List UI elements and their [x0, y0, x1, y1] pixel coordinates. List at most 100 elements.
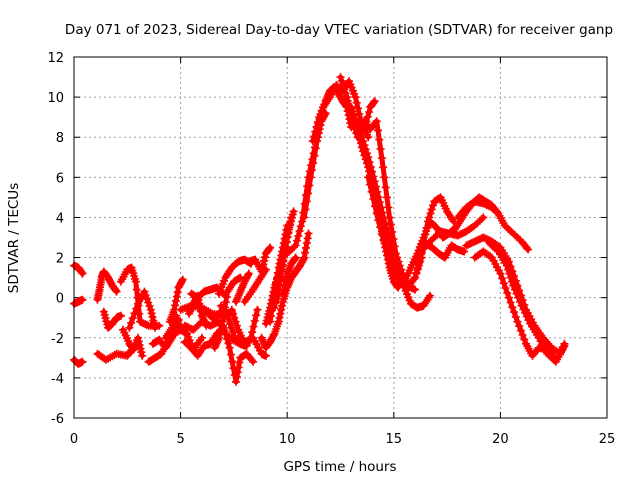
- data-point: [379, 163, 388, 172]
- data-point: [280, 281, 289, 290]
- data-point: [276, 309, 285, 318]
- series-track-21: [215, 255, 255, 298]
- data-point: [78, 357, 87, 366]
- data-point: [301, 248, 310, 257]
- data-point: [496, 269, 505, 278]
- data-point: [283, 233, 292, 242]
- x-axis-label: GPS time / hours: [283, 459, 396, 475]
- data-point: [429, 201, 437, 210]
- data-point: [422, 223, 431, 232]
- data-point: [520, 335, 529, 344]
- data-point: [341, 89, 350, 98]
- data-point: [245, 335, 254, 343]
- data-point: [125, 323, 134, 332]
- data-point: [250, 316, 259, 325]
- data-point: [141, 291, 150, 300]
- data-point: [337, 77, 346, 86]
- data-point: [307, 166, 316, 175]
- data-point: [295, 227, 304, 236]
- data-point: [257, 267, 266, 276]
- data-point: [142, 320, 151, 329]
- data-point: [134, 337, 143, 346]
- data-point: [270, 303, 279, 312]
- x-tick-label: 0: [70, 432, 78, 447]
- data-point: [514, 293, 523, 302]
- data-point: [294, 231, 303, 240]
- data-point: [232, 377, 240, 386]
- series-track-35: [278, 253, 300, 298]
- y-tick-label: 10: [47, 91, 64, 106]
- data-point: [227, 305, 236, 314]
- data-point: [370, 97, 379, 106]
- data-point: [510, 308, 518, 317]
- data-point: [127, 318, 136, 327]
- data-point: [388, 227, 397, 236]
- data-point: [479, 213, 488, 222]
- data-point: [296, 222, 305, 231]
- series-track-8: [119, 325, 147, 360]
- data-point: [351, 93, 360, 102]
- data-point: [261, 253, 269, 262]
- data-point: [339, 81, 348, 90]
- data-point: [506, 273, 515, 282]
- y-tick-label: -2: [51, 332, 64, 347]
- data-point: [343, 97, 352, 106]
- data-point: [505, 269, 514, 278]
- x-tick-label: 15: [386, 432, 403, 447]
- data-point: [413, 264, 422, 272]
- data-point: [224, 315, 233, 324]
- data-point: [142, 294, 151, 303]
- data-point: [517, 301, 526, 310]
- data-point: [379, 236, 388, 245]
- data-point: [518, 331, 527, 339]
- data-point: [519, 305, 528, 314]
- data-point: [223, 311, 232, 320]
- data-point: [492, 245, 501, 254]
- data-point: [352, 98, 361, 107]
- data-point: [363, 112, 372, 121]
- data-point: [374, 193, 383, 201]
- data-point: [228, 327, 237, 336]
- data-point: [507, 277, 516, 286]
- data-point: [304, 229, 313, 238]
- data-point: [376, 223, 385, 232]
- data-point: [367, 187, 376, 196]
- data-point: [197, 333, 206, 342]
- data-point: [147, 309, 156, 318]
- data-point: [244, 269, 253, 278]
- data-point: [511, 312, 520, 321]
- data-point: [282, 237, 291, 246]
- data-point: [291, 241, 300, 250]
- data-point: [196, 303, 205, 312]
- series-track-6: [99, 307, 125, 332]
- data-point: [393, 253, 402, 262]
- data-point: [374, 126, 382, 135]
- data-point: [515, 322, 524, 331]
- data-point: [385, 213, 394, 222]
- data-point: [293, 236, 301, 245]
- data-point: [253, 305, 262, 314]
- data-point: [220, 326, 229, 335]
- data-point: [381, 183, 390, 192]
- data-point: [371, 182, 380, 191]
- data-point: [374, 216, 383, 225]
- data-point: [301, 205, 310, 214]
- data-point: [248, 328, 257, 337]
- x-tick-label: 10: [279, 432, 296, 447]
- data-point: [359, 137, 368, 146]
- data-point: [233, 368, 242, 377]
- data-point: [289, 207, 298, 216]
- series-track-9: [125, 287, 159, 332]
- data-point: [357, 133, 366, 142]
- data-point: [512, 289, 521, 298]
- data-point: [368, 167, 377, 176]
- data-point: [354, 104, 362, 113]
- data-point: [508, 303, 517, 312]
- y-axis-label: SDTVAR / TECUs: [6, 183, 22, 293]
- y-tick-label: 2: [56, 252, 64, 267]
- data-point: [386, 220, 395, 229]
- data-point: [362, 149, 371, 158]
- data-point: [275, 313, 284, 322]
- data-point: [522, 243, 531, 252]
